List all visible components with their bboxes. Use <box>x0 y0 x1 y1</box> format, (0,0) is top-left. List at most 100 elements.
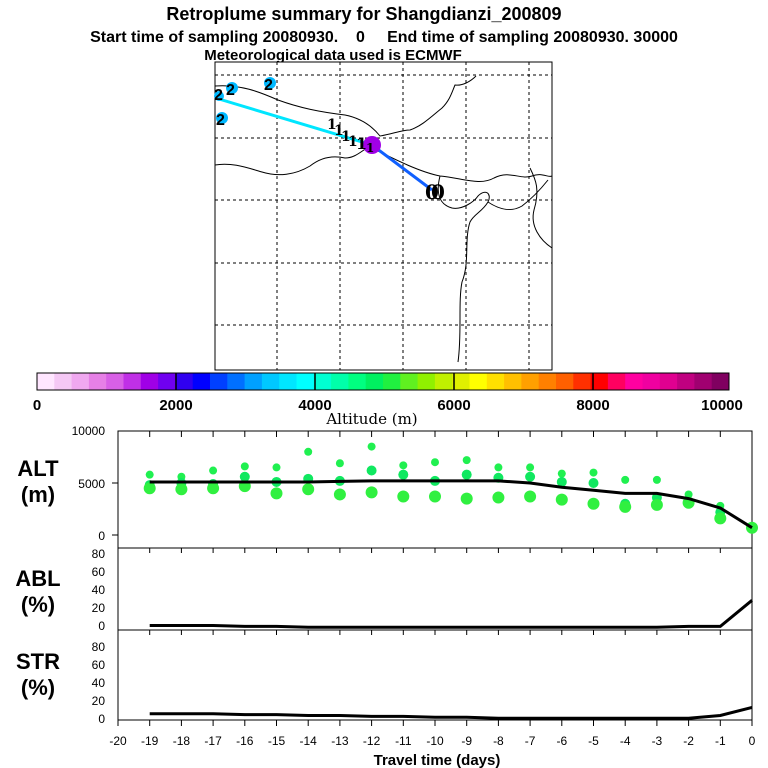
colorbar-swatch <box>37 373 55 390</box>
colorbar-tick-label: 10000 <box>701 397 743 414</box>
x-tick-label: -16 <box>236 734 254 748</box>
alt-cluster-dot <box>270 487 283 500</box>
str-label: STR <box>16 649 60 674</box>
colorbar-swatch <box>106 373 124 390</box>
alt-cluster-dot <box>367 442 376 451</box>
x-tick-label: -1 <box>715 734 726 748</box>
x-axis-label: Travel time (days) <box>374 752 501 768</box>
alt-cluster-dot <box>589 468 598 477</box>
alt-ytick-label: 10000 <box>72 424 106 438</box>
alt-cluster-dot <box>304 447 313 456</box>
alt-cluster-dot <box>524 490 537 503</box>
colorbar-label: Altitude (m) <box>325 410 417 428</box>
trajectory-point-2 <box>214 91 224 101</box>
colorbar-swatch <box>573 373 592 390</box>
x-tick-label: -11 <box>395 734 412 748</box>
map-frame <box>214 61 553 371</box>
map-borders <box>214 75 553 363</box>
alt-cluster-dot <box>429 490 441 503</box>
cluster-label: 0 <box>425 180 439 204</box>
cluster-label: 0 <box>431 180 445 204</box>
str-ytick-label: 20 <box>92 694 106 708</box>
colorbar-swatch <box>279 373 297 390</box>
colorbar-swatch <box>556 373 574 390</box>
colorbar-swatch <box>383 373 401 390</box>
colorbar-tick-label: 8000 <box>576 397 609 414</box>
str-ytick-label: 60 <box>92 658 106 672</box>
alt-cluster-dot <box>239 471 250 482</box>
alt-cluster-dot <box>335 459 344 468</box>
trajectory-point-2 <box>264 77 276 89</box>
cluster-label: 2 <box>214 87 223 104</box>
colorbar-swatch <box>331 373 349 390</box>
x-tick-label: 0 <box>749 734 756 748</box>
colorbar-swatch <box>538 373 557 390</box>
alt-ytick-label: 0 <box>98 529 105 543</box>
colorbar-swatch <box>434 373 453 390</box>
x-tick-label: -4 <box>620 734 631 748</box>
abl-ytick-label: 60 <box>92 565 106 579</box>
colorbar-swatch <box>348 373 367 390</box>
alt-cluster-dot <box>240 462 249 471</box>
colorbar-tick-label: 4000 <box>298 397 331 414</box>
abl-ytick-label: 20 <box>92 601 106 615</box>
colorbar-swatch <box>711 373 730 390</box>
alt-cluster-dot <box>207 482 220 495</box>
abl-ytick-label: 0 <box>98 619 105 633</box>
x-tick-label: -12 <box>363 734 381 748</box>
alt-cluster-dot <box>557 469 566 478</box>
alt-cluster-dot <box>588 478 599 488</box>
abl-panel-frame <box>117 547 753 631</box>
cluster-label: 2 <box>226 82 235 99</box>
colorbar-swatch <box>486 373 505 390</box>
alt-cluster-dot <box>526 463 535 472</box>
alt-cluster-dot <box>397 490 410 503</box>
cluster-label: 1 <box>348 134 358 150</box>
alt-cluster-dot <box>714 512 727 525</box>
x-axis-ticks: -20 -19 -18 -17 -16 -15 -14 -13 -12 -11 -10 -9 -8 -7-… <box>109 431 756 748</box>
alt-unit-label: (m) <box>21 482 55 507</box>
colorbar-swatch <box>452 373 470 390</box>
trajectory-segment-1 <box>371 143 433 192</box>
colorbar-swatch <box>642 373 661 390</box>
str-series-line <box>149 705 753 720</box>
colorbar-swatch <box>261 373 280 390</box>
colorbar-tick-label: 2000 <box>159 397 192 414</box>
colorbar-swatch <box>140 373 159 390</box>
x-tick-label: -15 <box>268 734 286 748</box>
chart-title: Retroplume summary for Shangdianzi_20080… <box>166 4 561 24</box>
abl-unit-label: (%) <box>21 592 55 617</box>
alt-cluster-dot <box>333 488 346 501</box>
alt-cluster-dot <box>492 491 505 504</box>
trajectory-point-2 <box>216 112 228 124</box>
colorbar-tick-label: 6000 <box>437 397 470 414</box>
alt-cluster-dot <box>366 465 377 476</box>
x-tick-label: -17 <box>204 734 222 748</box>
alt-cluster-dot <box>209 466 218 475</box>
trajectory-origin-marker <box>363 136 381 154</box>
x-tick-label: -2 <box>683 734 694 748</box>
colorbar-ticks: 0 2000 4000 6000 8000 10000 <box>33 397 743 414</box>
trajectory-map: 1 1 1 1 1 1 2 2 2 2 0 0 <box>214 61 553 371</box>
x-tick-label: -19 <box>141 734 159 748</box>
alt-cluster-dot <box>143 482 156 495</box>
map-graticule <box>215 62 552 370</box>
colorbar-swatch <box>417 373 436 390</box>
colorbar-tick-label: 0 <box>33 397 41 414</box>
met-data-line: Meteorological data used is ECMWF <box>204 47 462 64</box>
alt-cluster-dot <box>398 469 409 480</box>
alt-cluster-dot <box>652 475 661 484</box>
colorbar-swatch <box>175 373 194 390</box>
colorbar-swatch <box>365 373 384 390</box>
colorbar-swatch <box>210 373 228 390</box>
x-tick-label: -10 <box>426 734 444 748</box>
abl-y-ticks: 80 60 40 20 0 <box>92 547 106 633</box>
str-ytick-label: 0 <box>98 712 105 726</box>
alt-cluster-dot <box>494 463 503 472</box>
str-ytick-label: 40 <box>92 676 106 690</box>
colorbar-swatch <box>71 373 90 390</box>
alt-y-ticks: 10000 5000 0 <box>72 424 118 543</box>
alt-cluster-dot <box>460 492 473 505</box>
alt-cluster-dot <box>175 483 188 496</box>
